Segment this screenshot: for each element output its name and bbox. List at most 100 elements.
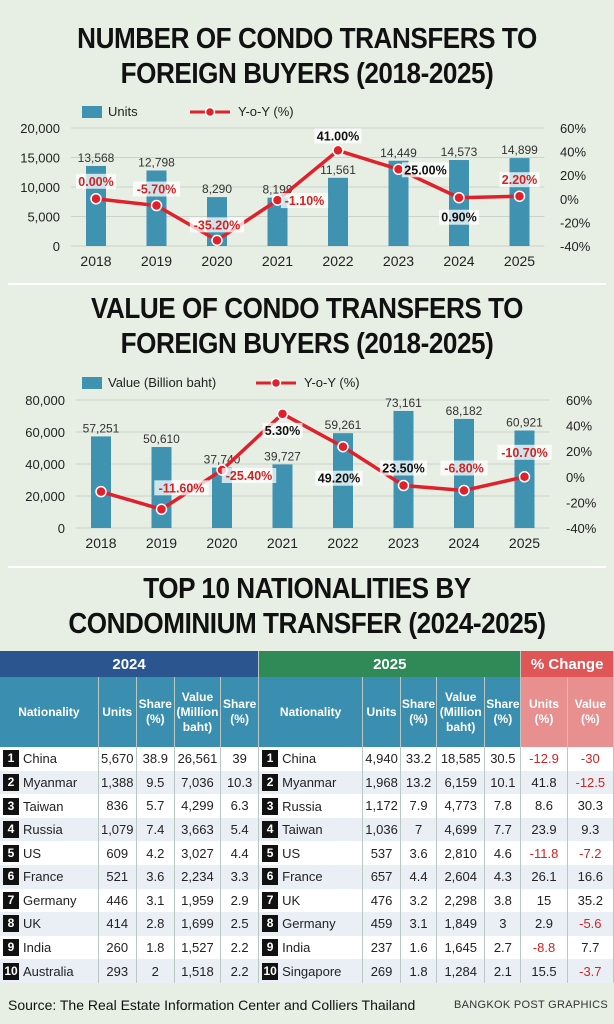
units-2025: 459 — [362, 912, 402, 936]
change-units: 2.9 — [520, 912, 568, 936]
value-share-2025: 10.1 — [484, 770, 522, 795]
graphics-credit: BANGKOK POST GRAPHICS — [453, 999, 608, 1011]
value-2024: 7,036 — [174, 770, 222, 795]
x-tick-label: 2022 — [327, 535, 358, 551]
nationality-name: Myanmar — [23, 774, 78, 790]
yoy-point — [150, 199, 163, 212]
col-nationality: Nationality — [258, 677, 364, 747]
table-row: 5 US 609 4.2 3,027 4.4 5 US 537 3.6 2,810 4.6 -11.8-… — [0, 841, 614, 865]
value-2025: 18,585 — [436, 747, 486, 771]
value-2024: 1,527 — [174, 935, 222, 960]
nationality-name: UK — [23, 916, 42, 932]
group-change: % Change — [520, 651, 614, 677]
share-2024: 2.8 — [136, 912, 175, 936]
yoy-value-label: 0.00% — [78, 175, 113, 189]
rank-badge: 6 — [3, 868, 19, 886]
bar-value-label: 50,610 — [143, 432, 180, 446]
x-tick-label: 2025 — [509, 535, 540, 551]
share-2024: 5.7 — [136, 794, 175, 818]
change-units: -12.9 — [520, 747, 568, 771]
col-share: Share (%) — [220, 677, 260, 747]
change-value: -12.5 — [567, 770, 614, 795]
share-2025: 1.8 — [400, 959, 438, 983]
yoy-point — [397, 479, 410, 492]
value-share-2025: 3.8 — [484, 888, 522, 913]
yoy-value-label: 5.30% — [265, 424, 300, 438]
table-title-line1: TOP 10 NATIONALITIES BY — [143, 573, 471, 605]
nationality-name: Russia — [282, 798, 322, 814]
y2-tick-label: 0% — [566, 470, 585, 485]
yoy-label-bg — [132, 181, 181, 197]
x-tick-label: 2018 — [85, 535, 116, 551]
y2-tick-label: 60% — [566, 393, 592, 408]
table-row: 1 China 5,670 38.9 26,561 39 1 China 4,940 33.2 18… — [0, 747, 614, 771]
x-tick-label: 2018 — [80, 253, 111, 269]
value-2025: 2,298 — [436, 888, 486, 913]
value-2025: 2,810 — [436, 841, 486, 865]
nationality-name: Singapore — [282, 963, 342, 979]
nationality-name: China — [23, 751, 57, 767]
yoy-label-bg — [262, 422, 303, 438]
change-value: 35.2 — [567, 888, 614, 913]
change-value: 16.6 — [567, 864, 614, 889]
col-value: Value (Million baht) — [174, 677, 222, 747]
divider — [8, 566, 606, 568]
value-share-2024: 10.3 — [220, 770, 260, 795]
x-tick-label: 2023 — [383, 253, 414, 269]
yoy-label-bg — [315, 470, 363, 486]
units-2024: 521 — [98, 864, 137, 889]
yoy-value-label: -10.70% — [501, 446, 548, 460]
nationality-2025: 8 Germany — [258, 912, 364, 936]
share-2024: 7.4 — [136, 817, 175, 842]
legend-line-marker — [204, 106, 216, 118]
share-2024: 4.2 — [136, 841, 175, 865]
share-2025: 3.2 — [400, 888, 438, 913]
y2-tick-label: 20% — [560, 168, 586, 183]
y2-tick-label: 60% — [560, 121, 586, 136]
value-share-2025: 2.1 — [484, 959, 522, 983]
y2-tick-label: -40% — [566, 521, 597, 536]
y-tick-label: 10,000 — [20, 180, 60, 195]
value-2025: 4,773 — [436, 794, 486, 818]
share-2025: 1.6 — [400, 935, 438, 960]
value-2025: 2,604 — [436, 864, 486, 889]
nationality-name: US — [23, 845, 42, 861]
col-share: Share (%) — [484, 677, 522, 747]
value-share-2024: 2.9 — [220, 888, 260, 913]
yoy-line — [95, 148, 520, 243]
table-row: 6 France 521 3.6 2,234 3.3 6 France 657 4.4 2,604 4… — [0, 864, 614, 889]
units-2025: 1,968 — [362, 770, 402, 795]
y2-tick-label: 20% — [566, 444, 592, 459]
nationality-2025: 4 Taiwan — [258, 817, 364, 842]
share-2025: 3.6 — [400, 841, 438, 865]
table-row: 4 Russia 1,079 7.4 3,663 5.4 4 Taiwan 1,036 7 4,69… — [0, 817, 614, 842]
legend-bar-label: Units — [108, 104, 138, 119]
change-value: -3.7 — [567, 959, 614, 983]
table-row: 2 Myanmar 1,388 9.5 7,036 10.3 2 Myanmar 1,968 13… — [0, 770, 614, 795]
value-2025: 1,284 — [436, 959, 486, 983]
bar — [91, 436, 111, 528]
units-2024: 1,079 — [98, 817, 137, 842]
yoy-label-bg — [76, 173, 116, 189]
value-share-2024: 5.4 — [220, 817, 260, 842]
nationality-name: Germany — [282, 916, 336, 932]
rank-badge: 5 — [3, 844, 19, 862]
yoy-label-bg — [280, 193, 329, 209]
nationality-name: UK — [282, 892, 301, 908]
bar-value-label: 14,899 — [501, 143, 538, 157]
col-share: Share (%) — [400, 677, 438, 747]
nationality-2025: 5 US — [258, 841, 364, 865]
col-share: Share (%) — [136, 677, 175, 747]
nationality-name: France — [282, 869, 323, 885]
value-share-2024: 6.3 — [220, 794, 260, 818]
group-2024: 2024 — [0, 651, 260, 677]
rank-badge: 5 — [262, 844, 279, 862]
rank-badge: 3 — [262, 797, 279, 815]
source-note: Source: The Real Estate Information Cent… — [8, 997, 416, 1013]
yoy-point — [337, 440, 349, 453]
share-2024: 3.1 — [136, 888, 175, 913]
rank-badge: 3 — [3, 797, 19, 815]
nationality-name: Germany — [23, 892, 77, 908]
value-share-2024: 4.4 — [220, 841, 260, 865]
nationality-name: India — [23, 940, 52, 956]
